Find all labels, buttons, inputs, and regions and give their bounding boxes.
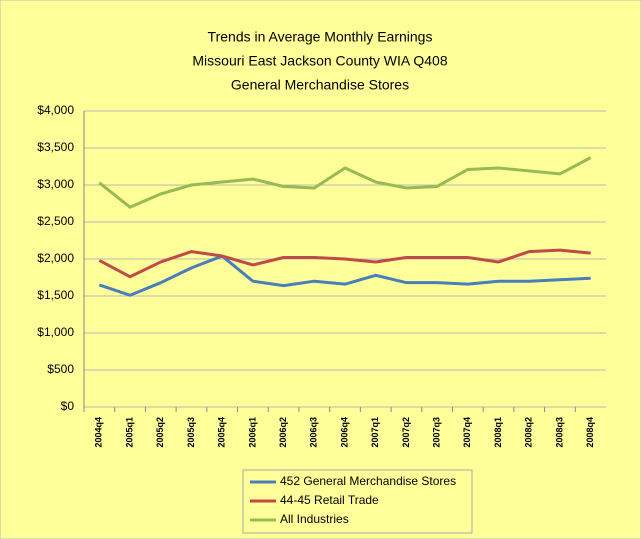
x-tick-label: 2004q4 — [94, 417, 104, 448]
x-tick-label: 2006q3 — [309, 417, 319, 448]
y-tick-label: $1,500 — [37, 288, 74, 302]
x-tick-label: 2008q1 — [493, 417, 503, 448]
x-tick-label: 2008q2 — [524, 417, 534, 448]
y-tick-label: $1,000 — [37, 325, 74, 339]
y-tick-label: $0 — [61, 399, 75, 413]
line-series — [98, 254, 591, 297]
y-tick-label: $3,500 — [37, 140, 74, 154]
y-tick-label: $2,000 — [37, 251, 74, 265]
legend-label: 44-45 Retail Trade — [280, 493, 379, 507]
line-series — [98, 156, 592, 209]
legend-label: 452 General Merchandise Stores — [280, 474, 456, 488]
chart-title: Trends in Average Monthly Earnings — [208, 29, 433, 45]
chart-title: Missouri East Jackson County WIA Q408 — [192, 53, 447, 69]
line-series — [98, 248, 591, 279]
legend-box — [242, 469, 473, 534]
legend-label: All Industries — [280, 512, 349, 526]
y-tick-label: $2,500 — [37, 214, 74, 228]
x-tick-label: 2005q1 — [124, 417, 134, 448]
x-tick-label: 2005q2 — [155, 417, 165, 448]
x-tick-label: 2008q3 — [554, 417, 564, 448]
y-tick-label: $500 — [47, 362, 74, 376]
y-tick-label: $4,000 — [37, 103, 74, 117]
chart-title: General Merchandise Stores — [231, 77, 409, 93]
y-tick-label: $3,000 — [37, 177, 74, 191]
x-tick-label: 2005q3 — [186, 417, 196, 448]
x-tick-label: 2006q1 — [247, 417, 257, 448]
x-tick-label: 2006q2 — [278, 417, 288, 448]
x-tick-label: 2006q4 — [339, 417, 349, 448]
x-tick-label: 2007q4 — [462, 417, 472, 448]
x-tick-label: 2007q3 — [431, 417, 441, 448]
x-tick-label: 2007q1 — [370, 417, 380, 448]
x-tick-label: 2007q2 — [401, 417, 411, 448]
x-tick-label: 2008q4 — [585, 417, 595, 448]
x-tick-label: 2005q4 — [217, 417, 227, 448]
